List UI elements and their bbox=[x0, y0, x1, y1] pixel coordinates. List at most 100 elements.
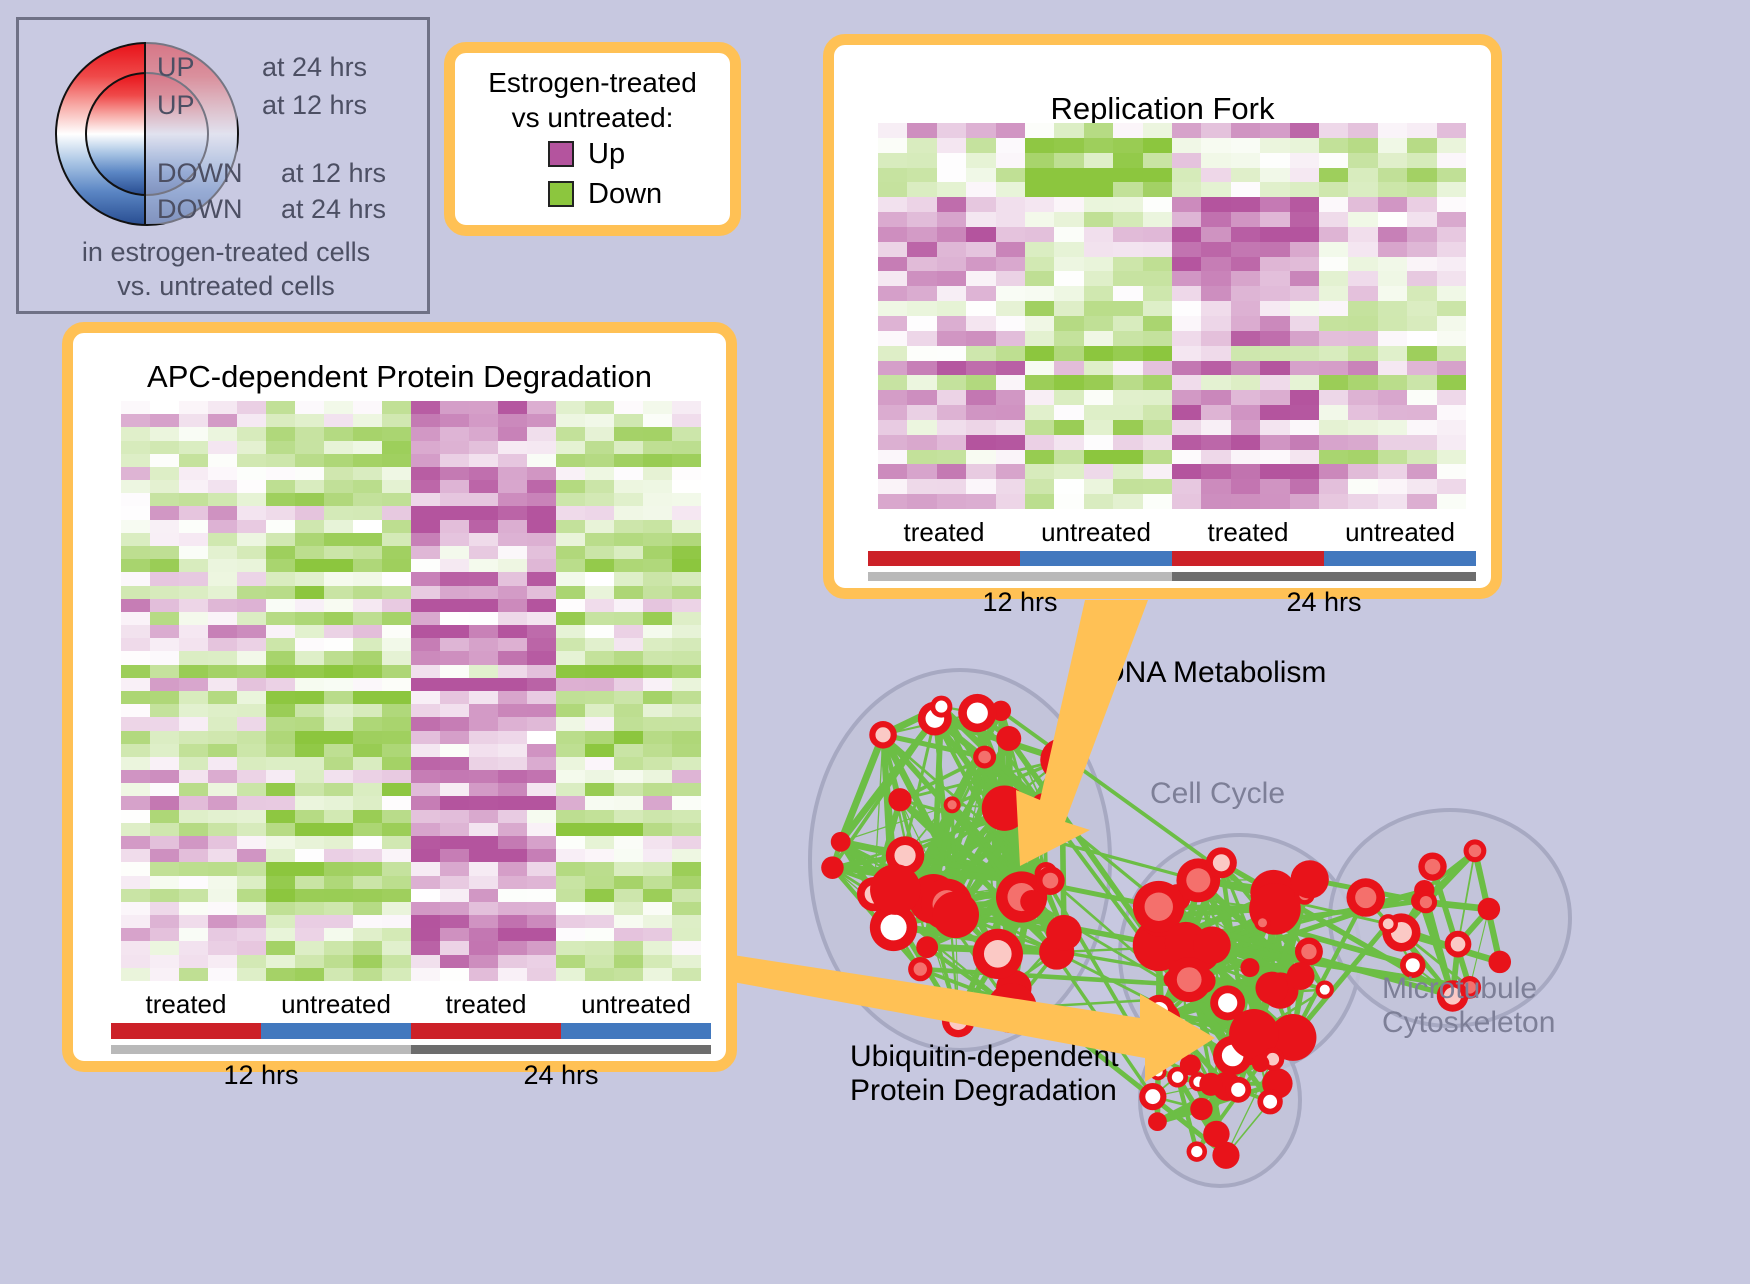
heatmap-cell bbox=[1054, 390, 1083, 405]
heatmap-cell bbox=[469, 915, 498, 928]
network-node[interactable] bbox=[1020, 890, 1043, 913]
network-node[interactable] bbox=[932, 891, 979, 938]
network-node[interactable] bbox=[1415, 891, 1437, 913]
heatmap-cell bbox=[1143, 257, 1172, 272]
heatmap-cell bbox=[907, 301, 936, 316]
heatmap-cell bbox=[469, 862, 498, 875]
network-node[interactable] bbox=[1464, 839, 1487, 862]
heatmap-cell bbox=[295, 968, 324, 981]
heatmap-cell bbox=[498, 810, 527, 823]
heatmap-cell bbox=[1348, 346, 1377, 361]
heatmap-cell bbox=[1025, 420, 1054, 435]
network-node[interactable] bbox=[1203, 1121, 1229, 1147]
network-node[interactable] bbox=[958, 694, 996, 732]
heatmap-cell bbox=[382, 810, 411, 823]
network-node[interactable] bbox=[888, 788, 911, 811]
heatmap-cell bbox=[614, 427, 643, 440]
heatmap-cell bbox=[498, 770, 527, 783]
heatmap-cell bbox=[469, 467, 498, 480]
heatmap-cell bbox=[295, 678, 324, 691]
heatmap-cell bbox=[907, 435, 936, 450]
heatmap-cell bbox=[411, 559, 440, 572]
network-node[interactable] bbox=[982, 785, 1027, 830]
heatmap-cell bbox=[672, 651, 701, 664]
network-node[interactable] bbox=[973, 929, 1023, 979]
heatmap-cell bbox=[353, 559, 382, 572]
heatmap-cell bbox=[1231, 450, 1260, 465]
heatmap-cell bbox=[324, 493, 353, 506]
network-node[interactable] bbox=[869, 721, 897, 749]
network-node[interactable] bbox=[916, 936, 938, 958]
heatmap-cell bbox=[1348, 479, 1377, 494]
network-node[interactable] bbox=[1150, 1063, 1167, 1080]
network-node[interactable] bbox=[930, 696, 952, 718]
heatmap-cell bbox=[237, 414, 266, 427]
network-node[interactable] bbox=[1316, 980, 1334, 998]
heatmap-cell bbox=[411, 546, 440, 559]
network-node[interactable] bbox=[1225, 1077, 1251, 1103]
network-node[interactable] bbox=[1167, 957, 1212, 1002]
heatmap-cell bbox=[353, 572, 382, 585]
network-node[interactable] bbox=[1187, 1141, 1207, 1161]
network-node[interactable] bbox=[1180, 1054, 1201, 1075]
network-node[interactable] bbox=[1190, 1098, 1212, 1120]
heatmap-cell bbox=[1231, 153, 1260, 168]
network-node[interactable] bbox=[1193, 926, 1231, 964]
network-node[interactable] bbox=[908, 957, 932, 981]
heatmap-cell bbox=[1025, 494, 1054, 509]
network-node[interactable] bbox=[821, 856, 844, 879]
network-node[interactable] bbox=[1488, 951, 1511, 974]
network-node[interactable] bbox=[1040, 738, 1083, 781]
network-node[interactable] bbox=[987, 983, 1037, 1033]
network-node[interactable] bbox=[1030, 793, 1058, 821]
network-node[interactable] bbox=[1252, 1055, 1269, 1072]
heatmap-cell bbox=[208, 915, 237, 928]
heatmap-cell bbox=[324, 810, 353, 823]
heatmap-cell bbox=[585, 533, 614, 546]
heatmap-cell bbox=[1348, 153, 1377, 168]
network-node[interactable] bbox=[1139, 1083, 1166, 1110]
heatmap-cell bbox=[208, 889, 237, 902]
network-node[interactable] bbox=[1046, 915, 1082, 951]
network-node[interactable] bbox=[996, 726, 1021, 751]
heatmap-cell bbox=[208, 876, 237, 889]
heatmap-cell bbox=[440, 770, 469, 783]
network-node[interactable] bbox=[1240, 958, 1259, 977]
heatmap-cell bbox=[1172, 331, 1201, 346]
network-node[interactable] bbox=[1255, 972, 1288, 1005]
network-node[interactable] bbox=[1295, 938, 1323, 966]
node-inner-fill bbox=[949, 1012, 967, 1030]
heatmap-cell bbox=[150, 823, 179, 836]
heatmap-cell bbox=[382, 889, 411, 902]
network-node[interactable] bbox=[1445, 931, 1472, 958]
network-node[interactable] bbox=[1206, 847, 1237, 878]
heatmap-cell bbox=[498, 638, 527, 651]
network-node[interactable] bbox=[1177, 1030, 1200, 1053]
heatmap-cell bbox=[440, 678, 469, 691]
network-node[interactable] bbox=[1378, 914, 1397, 933]
network-node[interactable] bbox=[944, 796, 961, 813]
network-node[interactable] bbox=[1287, 962, 1315, 990]
network-node[interactable] bbox=[1199, 1073, 1222, 1096]
heatmap-cell bbox=[585, 506, 614, 519]
network-node[interactable] bbox=[1291, 860, 1329, 898]
network-node[interactable] bbox=[1418, 852, 1446, 880]
network-node[interactable] bbox=[831, 832, 851, 852]
heatmap-cell bbox=[295, 665, 324, 678]
heatmap-cell bbox=[1172, 212, 1201, 227]
heatmap-cell bbox=[411, 678, 440, 691]
heatmap-cell bbox=[1407, 168, 1436, 183]
network-node[interactable] bbox=[870, 864, 921, 915]
network-node[interactable] bbox=[1143, 995, 1175, 1027]
heatmap-cell bbox=[179, 757, 208, 770]
heatmap-cell bbox=[614, 546, 643, 559]
network-node[interactable] bbox=[1257, 1089, 1282, 1114]
network-node[interactable] bbox=[1478, 898, 1501, 921]
network-node[interactable] bbox=[973, 746, 996, 769]
network-node[interactable] bbox=[1346, 878, 1385, 917]
network-node[interactable] bbox=[942, 1005, 975, 1038]
network-node[interactable] bbox=[1148, 1112, 1167, 1131]
network-node[interactable] bbox=[1036, 866, 1065, 895]
heatmap-cell bbox=[179, 520, 208, 533]
network-node[interactable] bbox=[1254, 915, 1270, 931]
